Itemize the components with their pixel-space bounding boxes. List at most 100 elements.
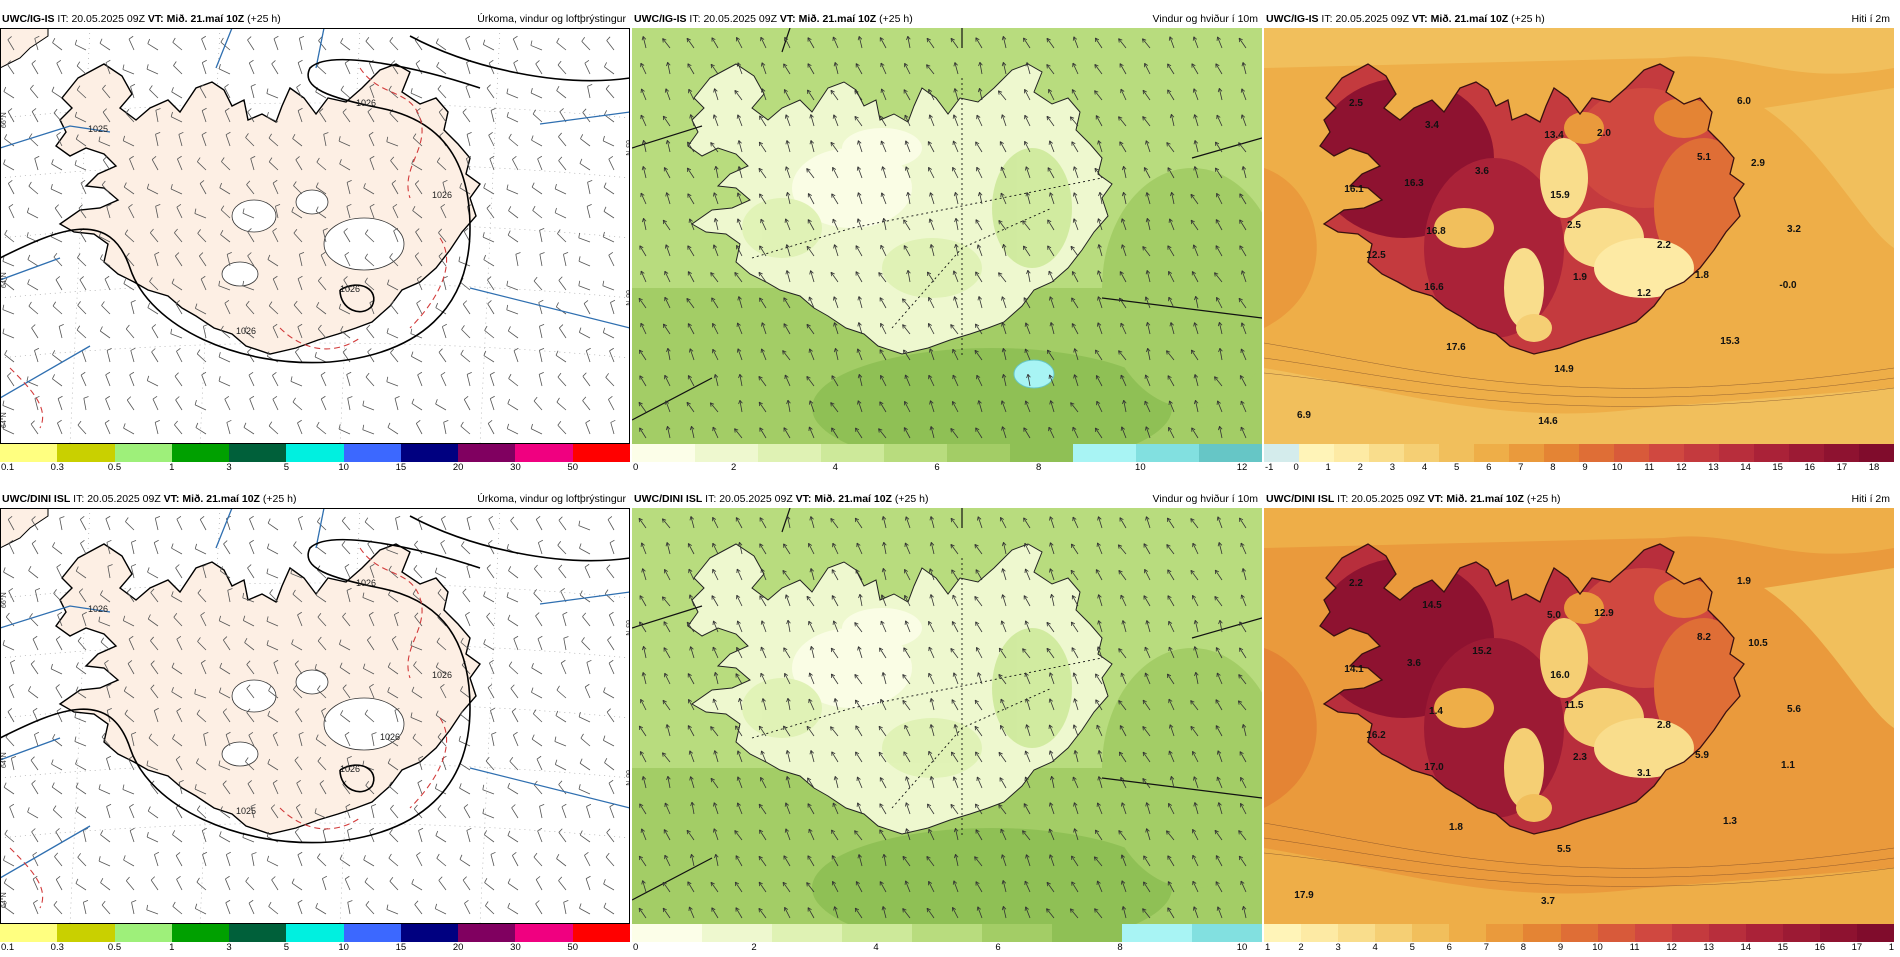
colorbar-tick-label: 1 [169, 942, 174, 953]
colorbar-swatch [401, 924, 458, 942]
colorbar-swatch [1709, 924, 1746, 942]
colorbar-tick-label: 10 [1135, 462, 1146, 473]
colorbar-tick-label: 9 [1582, 462, 1587, 473]
colorbar-swatch [115, 444, 172, 462]
temperature-value-label: 12.5 [1366, 250, 1386, 261]
vt-value: Mið. 21.maí 10Z [182, 493, 260, 505]
colorbar-tick-label: 8 [1521, 942, 1526, 953]
colorbar-swatch [1474, 444, 1509, 462]
colorbar-swatch [1122, 924, 1192, 942]
colorbar-tick-label: 8 [1550, 462, 1555, 473]
colorbar-tick-label: 30 [510, 462, 521, 473]
temperature-value-label: 2.5 [1349, 98, 1363, 109]
lead-time: (+25 h) [1527, 493, 1561, 505]
panel-title: Úrkoma, vindur og loftþrýstingur [477, 490, 626, 508]
colorbar-tick-label: 5 [1410, 942, 1415, 953]
temperature-value-label: 15.9 [1550, 190, 1570, 201]
temperature-value-label: 16.0 [1550, 670, 1570, 681]
colorbar-swatch [912, 924, 982, 942]
it-label: IT: [705, 493, 716, 505]
isobar-label: 1026 [432, 190, 452, 200]
colorbar-swatch [1746, 924, 1783, 942]
isobar-label: 1026 [236, 326, 256, 336]
colorbar-swatch [1486, 924, 1523, 942]
lead-time: (+25 h) [1511, 13, 1545, 25]
latitude-label: 66°N [624, 290, 630, 306]
colorbar-swatch [172, 444, 229, 462]
panel-title: Vindur og hviður í 10m [1153, 490, 1258, 508]
colorbar-tick-label: 6 [934, 462, 939, 473]
colorbar-swatch [1719, 444, 1754, 462]
colorbar [632, 444, 1262, 462]
colorbar-swatch [1859, 444, 1894, 462]
temperature-value-label: 3.6 [1475, 166, 1489, 177]
colorbar-tick-label: 16 [1804, 462, 1815, 473]
lead-time: (+25 h) [247, 13, 281, 25]
temperature-value-label: 2.2 [1657, 240, 1671, 251]
colorbar-swatch [1561, 924, 1598, 942]
temperature-value-label: 6.9 [1297, 410, 1311, 421]
temperature-value-label: -0.0 [1779, 280, 1797, 291]
colorbar-tick-label: 2 [751, 942, 756, 953]
isobar-label: 1026 [340, 284, 360, 294]
isobar-label: 1026 [340, 764, 360, 774]
colorbar-tick-label: 2 [1358, 462, 1363, 473]
temperature-value-label: 3.4 [1425, 120, 1439, 131]
colorbar-tick-label: 0 [633, 462, 638, 473]
latitude-label: 65°N [624, 620, 630, 636]
temperature-value-label: 8.2 [1697, 632, 1711, 643]
precip-panel-top: UWC/IG-IS IT: 20.05.2025 09Z VT: Mið. 21… [0, 10, 630, 477]
glacier [222, 742, 258, 766]
temperature-value-label: 3.2 [1787, 224, 1801, 235]
temperature-value-label: 15.3 [1720, 336, 1740, 347]
temperature-value-label: 1.8 [1449, 822, 1463, 833]
colorbar-swatch [172, 924, 229, 942]
vt-label: VT: [1412, 13, 1428, 25]
colorbar [1264, 444, 1894, 462]
colorbar-tick-label: 20 [453, 942, 464, 953]
colorbar-tick-label: 14 [1740, 462, 1751, 473]
colorbar-swatch [982, 924, 1052, 942]
colorbar-swatch [1136, 444, 1199, 462]
colorbar-tick-label: 17 [1837, 462, 1848, 473]
colorbar-swatch [458, 924, 515, 942]
latitude-label: 66°N [0, 112, 8, 128]
colorbar-swatch [286, 924, 343, 942]
colorbar-tick-label: 3 [226, 942, 231, 953]
glacier [324, 218, 404, 270]
map-area [632, 28, 1262, 444]
latitude-label: 64°N [0, 752, 8, 768]
it-value: 20.05.2025 09Z [719, 493, 793, 505]
wind-panel-top: UWC/IG-IS IT: 20.05.2025 09Z VT: Mið. 21… [632, 10, 1262, 477]
colorbar-tick-label: 2 [1298, 942, 1303, 953]
temperature-value-label: 17.0 [1424, 762, 1444, 773]
colorbar-swatch [1684, 444, 1719, 462]
colorbar-swatch [1264, 444, 1299, 462]
temperature-value-label: 2.3 [1573, 752, 1587, 763]
temperature-value-label: 3.1 [1637, 768, 1651, 779]
colorbar-tick-label: 4 [1373, 942, 1378, 953]
colorbar-swatch [632, 924, 702, 942]
colorbar-tick-label: 0.1 [1, 942, 14, 953]
temperature-value-label: 11.5 [1565, 700, 1584, 711]
temperature-value-label: 1.2 [1637, 288, 1651, 299]
colorbar-tick-label: 0.3 [51, 462, 64, 473]
colorbar-swatch [0, 924, 57, 942]
colorbar-tick-label: 5 [284, 942, 289, 953]
colorbar-swatch [1820, 924, 1857, 942]
colorbar-swatch [1299, 444, 1334, 462]
it-label: IT: [57, 13, 68, 25]
strong-wind-patch [1014, 360, 1054, 388]
panel-title: Vindur og hviður í 10m [1153, 10, 1258, 28]
temperature-value-label: 1.4 [1429, 706, 1443, 717]
colorbar [1264, 924, 1894, 942]
colorbar-swatch [229, 924, 286, 942]
temperature-value-label: 2.9 [1751, 158, 1765, 169]
colorbar-swatch [1449, 924, 1486, 942]
